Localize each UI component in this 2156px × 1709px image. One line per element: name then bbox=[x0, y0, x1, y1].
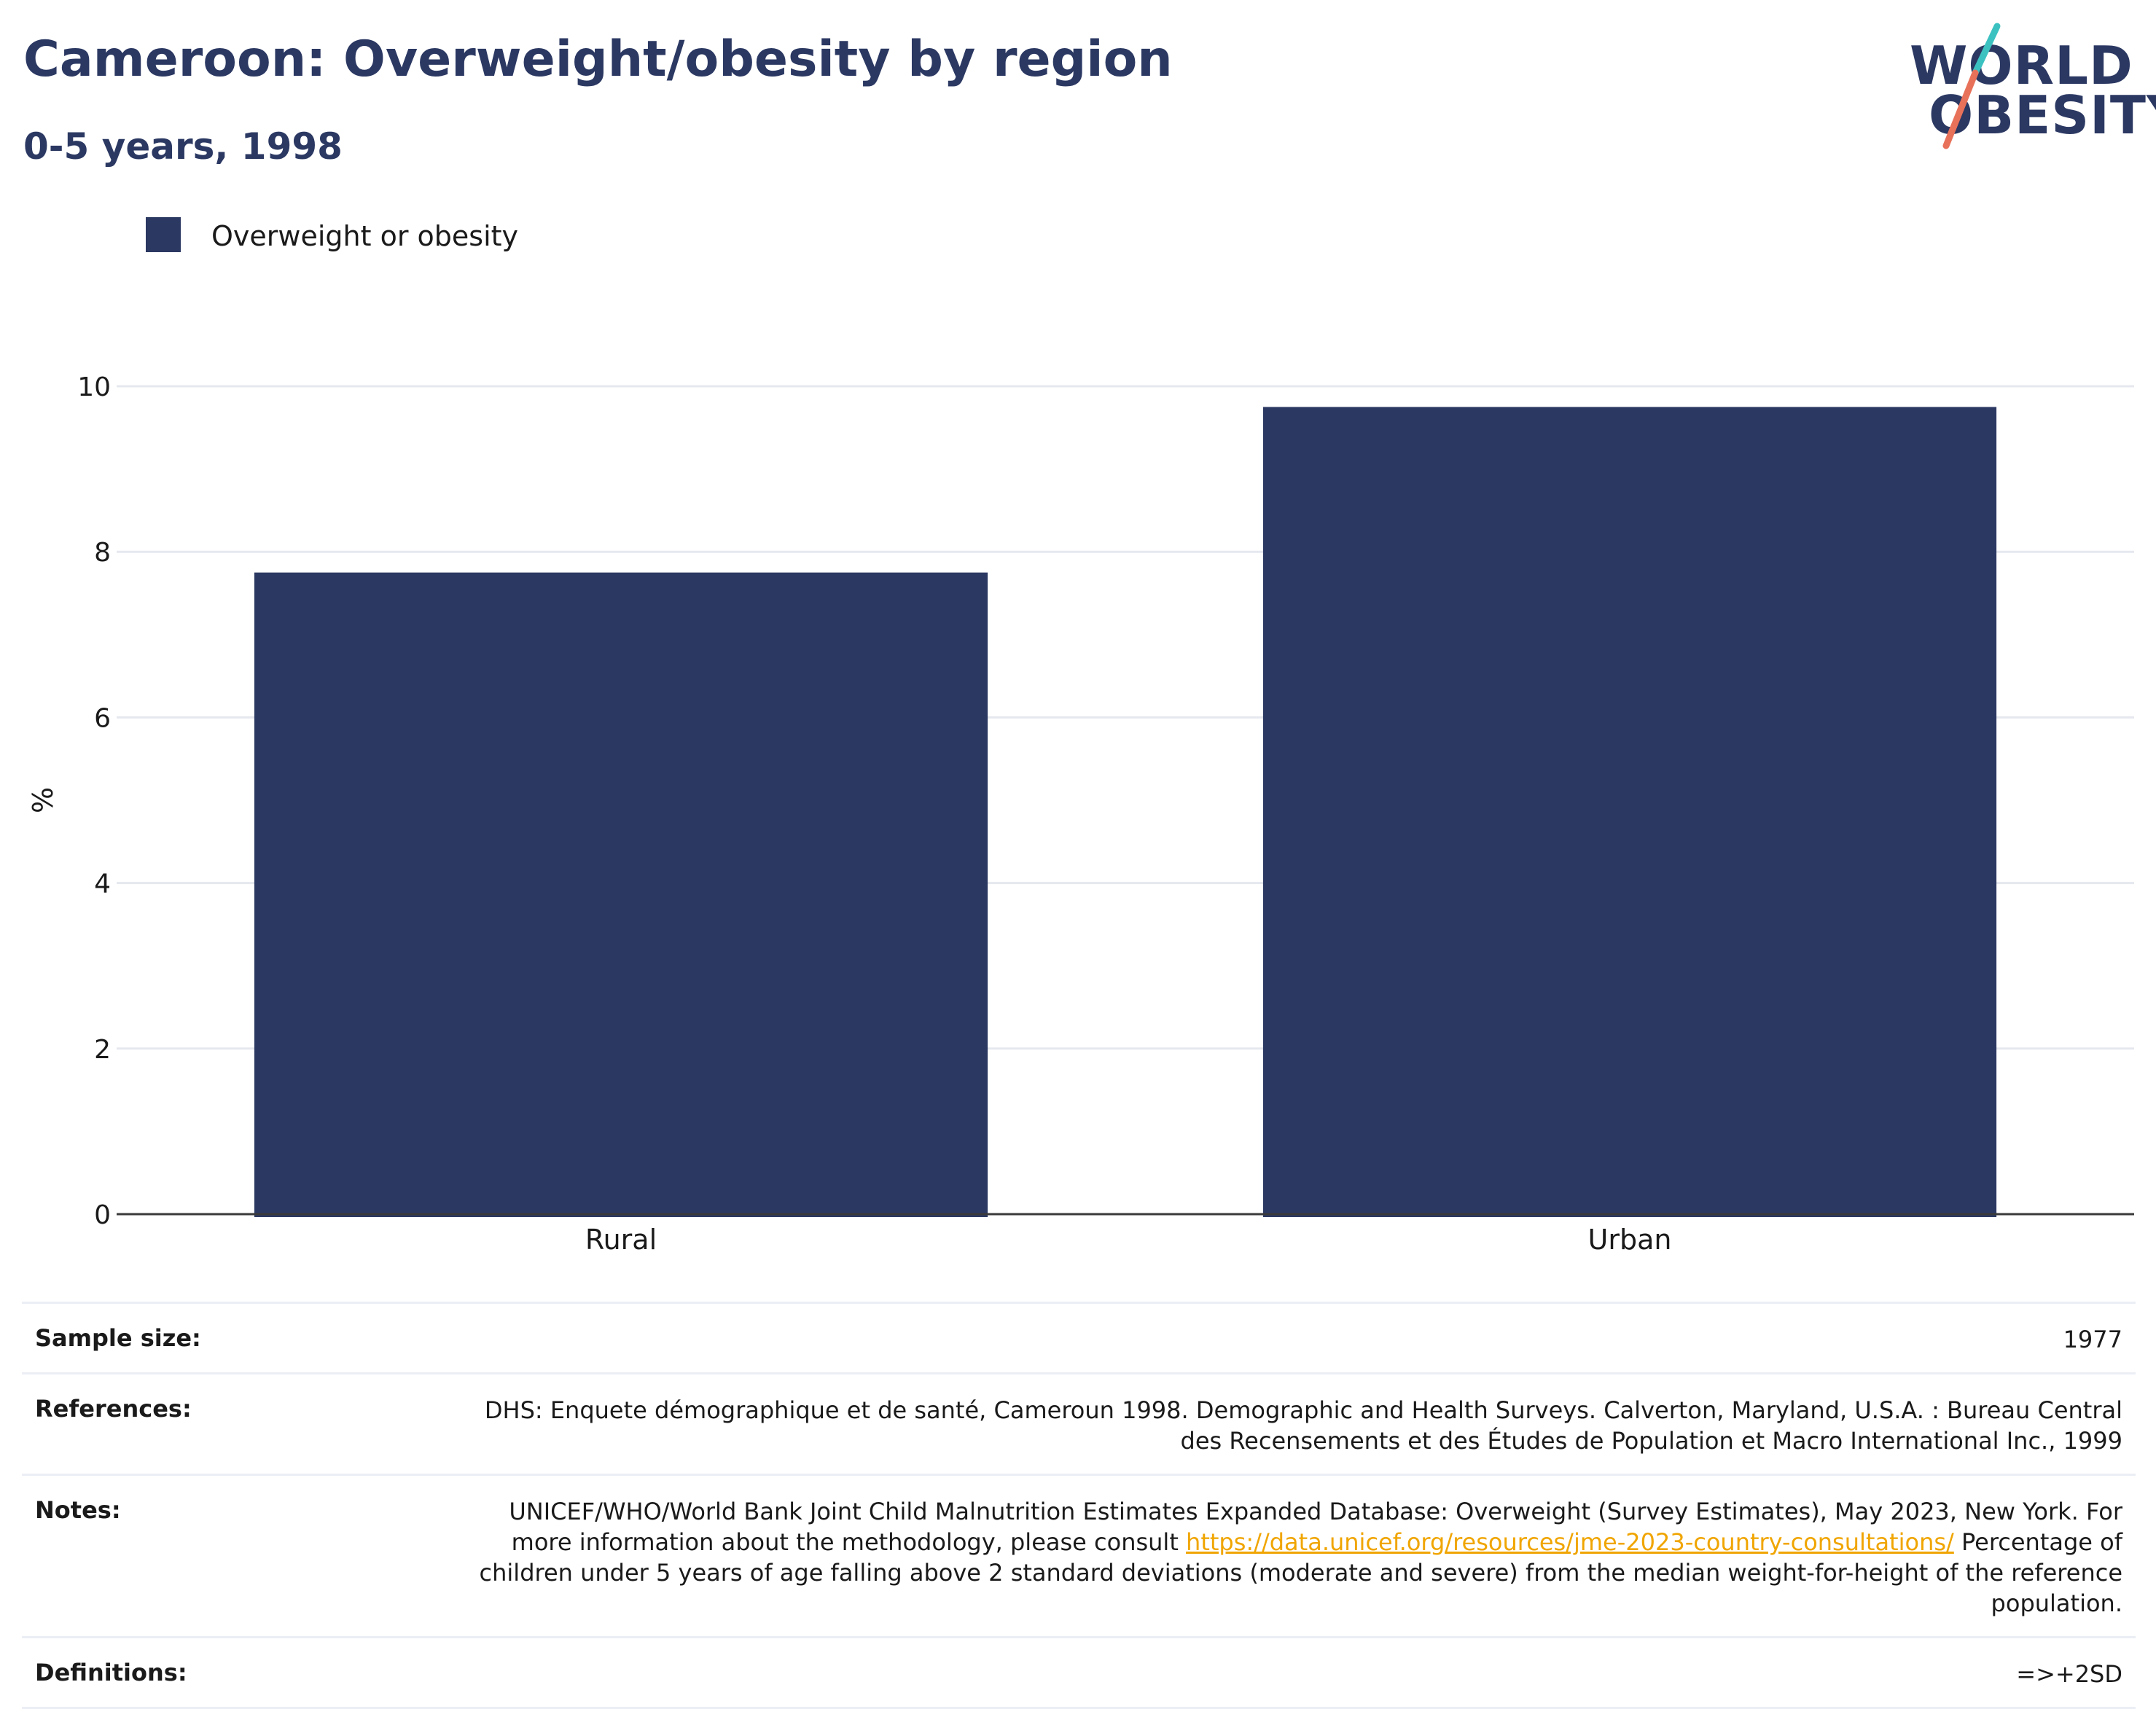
y-tick-label: 10 bbox=[77, 372, 111, 402]
bars bbox=[254, 407, 1997, 1217]
y-tick-label: 8 bbox=[94, 538, 111, 568]
y-tick-label: 6 bbox=[94, 703, 111, 733]
y-tick-label: 2 bbox=[94, 1035, 111, 1065]
world-obesity-logo: WORLD OBESITY bbox=[1895, 22, 2156, 153]
y-tick-labels: 0 2 4 6 8 10 bbox=[77, 372, 111, 1230]
bar bbox=[254, 572, 988, 1217]
chart-subtitle: 0-5 years, 1998 bbox=[23, 125, 343, 168]
info-row-definitions: Definitions: =>+2SD bbox=[22, 1636, 2136, 1709]
logo-word-world: WORLD bbox=[1910, 35, 2133, 96]
methodology-link[interactable]: https://data.unicef.org/resources/jme-20… bbox=[1186, 1528, 1954, 1556]
legend-label: Overweight or obesity bbox=[211, 220, 519, 252]
chart-title: Cameroon: Overweight/obesity by region bbox=[23, 31, 1173, 88]
info-row-notes: Notes: UNICEF/WHO/World Bank Joint Child… bbox=[22, 1474, 2136, 1636]
info-table: Sample size: 1977 References: DHS: Enque… bbox=[22, 1302, 2136, 1709]
info-row-references: References: DHS: Enquete démographique e… bbox=[22, 1372, 2136, 1474]
notes-text-continued: Percentage of children under 5 years of … bbox=[479, 1528, 2122, 1617]
y-tick-label: 4 bbox=[94, 869, 111, 899]
notes-text: UNICEF/WHO/World Bank Joint Child Malnut… bbox=[509, 1498, 2122, 1556]
info-value: DHS: Enquete démographique et de santé, … bbox=[484, 1396, 2122, 1455]
info-label: Definitions: bbox=[35, 1659, 187, 1686]
info-label: Sample size: bbox=[35, 1324, 201, 1352]
info-label: References: bbox=[35, 1395, 192, 1423]
info-value: UNICEF/WHO/World Bank Joint Child Malnut… bbox=[443, 1496, 2122, 1619]
info-label: Notes: bbox=[35, 1496, 121, 1524]
y-axis-label: % bbox=[27, 787, 59, 813]
x-tick-label: Rural bbox=[585, 1224, 657, 1256]
bar bbox=[1262, 407, 1997, 1217]
x-tick-labels: Rural Urban bbox=[585, 1224, 1672, 1256]
y-tick-label: 0 bbox=[94, 1200, 111, 1230]
info-row-sample-size: Sample size: 1977 bbox=[22, 1302, 2136, 1372]
x-tick-label: Urban bbox=[1588, 1224, 1672, 1256]
info-value: =>+2SD bbox=[2016, 1660, 2122, 1688]
info-value: 1977 bbox=[2063, 1326, 2122, 1353]
bar-chart: 0 2 4 6 8 10 Rural Urban % bbox=[27, 372, 2134, 1256]
logo-slash-icon bbox=[1942, 23, 2001, 149]
legend-swatch bbox=[146, 217, 181, 252]
